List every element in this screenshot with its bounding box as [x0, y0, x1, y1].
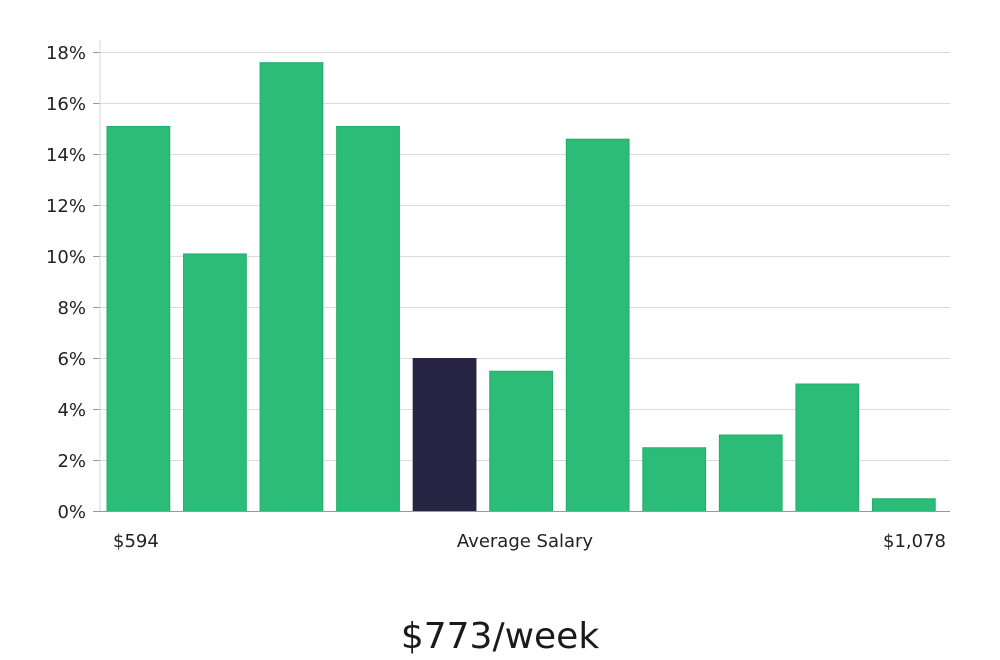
y-tick-label-18: 18%	[46, 43, 86, 64]
y-tick-label-4: 4%	[57, 400, 86, 421]
y-tick-label-6: 6%	[57, 349, 86, 370]
bar-average-salary	[412, 358, 477, 512]
bar-4	[336, 125, 400, 512]
bar-9	[718, 434, 783, 512]
average-salary-value: $773/week	[401, 616, 599, 657]
x-label-min: $594	[113, 531, 159, 552]
bar-8	[642, 447, 707, 512]
bar-7	[565, 138, 630, 512]
y-tick-label-8: 8%	[57, 298, 86, 319]
y-axis-ticks: 0% 2% 4% 6% 8% 10% 12% 14% 16% 18%	[46, 43, 100, 523]
bar-1	[106, 125, 171, 512]
bar-10	[795, 383, 860, 512]
bar-3	[259, 62, 324, 512]
x-label-max: $1,078	[883, 531, 946, 552]
y-tick-label-16: 16%	[46, 94, 86, 115]
y-tick-label-0: 0%	[57, 502, 86, 523]
y-tick-label-14: 14%	[46, 145, 86, 166]
bar-11	[871, 498, 936, 512]
x-label-average: Average Salary	[457, 531, 594, 552]
y-tick-label-12: 12%	[46, 196, 86, 217]
bar-6	[489, 370, 554, 512]
y-tick-label-10: 10%	[46, 247, 86, 268]
y-tick-label-2: 2%	[57, 451, 86, 472]
bar-2	[183, 253, 247, 512]
bars	[106, 62, 936, 512]
